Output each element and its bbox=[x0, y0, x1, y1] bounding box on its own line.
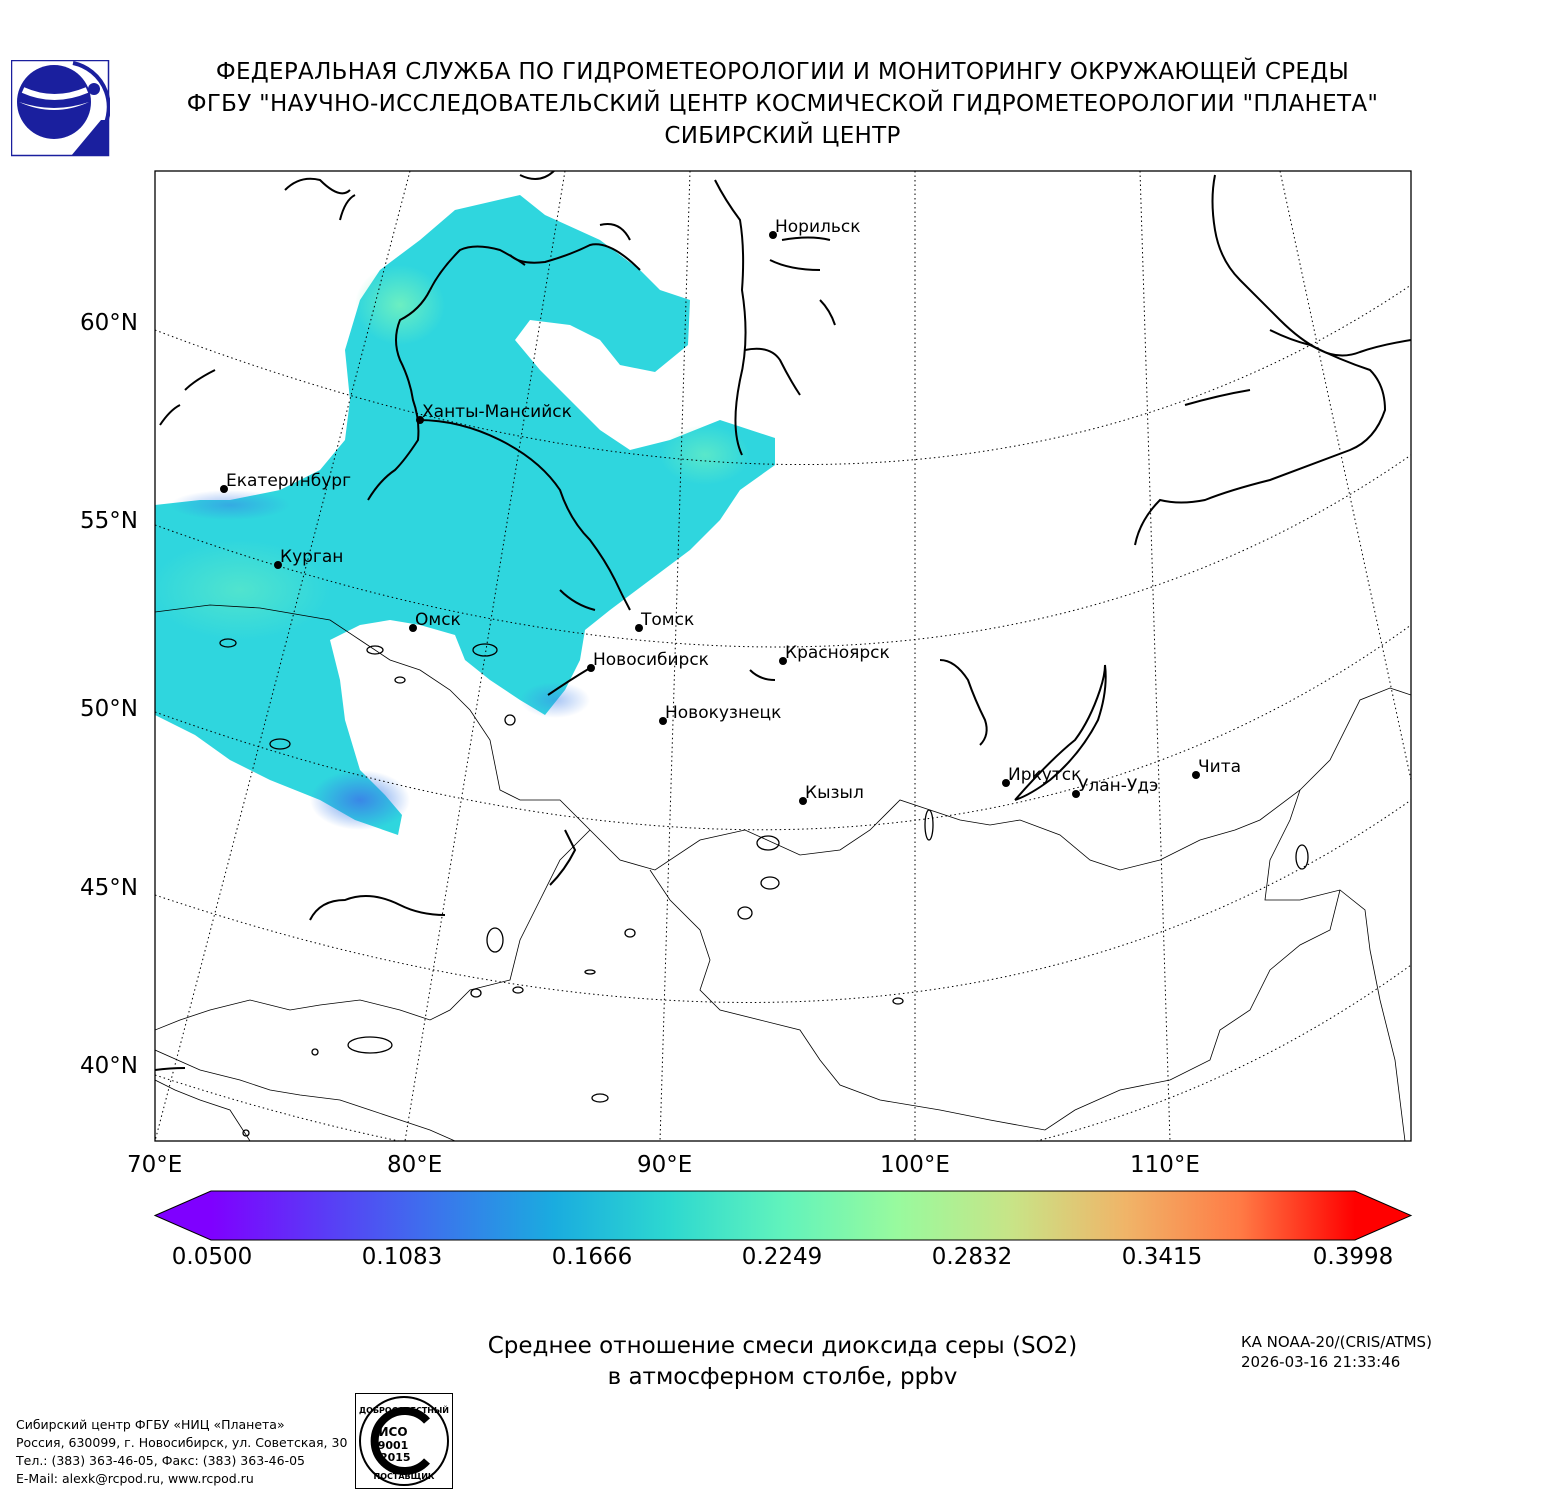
city-dot bbox=[274, 561, 282, 569]
satellite-datetime: 2026-03-16 21:33:46 bbox=[1241, 1353, 1401, 1371]
footer-phone: Тел.: (383) 363-46-05, Факс: (383) 363-4… bbox=[16, 1453, 306, 1468]
title-line-1: Среднее отношение смеси диоксида серы (S… bbox=[487, 1333, 1078, 1359]
city-marker: Новокузнецк bbox=[659, 703, 781, 725]
city-label: Новокузнецк bbox=[665, 703, 781, 723]
iso-l2: 9001 bbox=[378, 1439, 409, 1452]
city-label: Омск bbox=[415, 610, 461, 630]
city-label: Курган bbox=[280, 547, 343, 567]
iso-l1: ИСО bbox=[378, 1425, 407, 1439]
iso-l3: -2015 bbox=[375, 1451, 410, 1464]
colorbar bbox=[153, 1190, 1413, 1241]
so2-plume bbox=[155, 195, 775, 835]
lat-label-45: 45°N bbox=[80, 875, 138, 901]
title-line-2: в атмосферном столбе, ppbv bbox=[607, 1364, 958, 1390]
city-marker: Норильск bbox=[769, 217, 861, 239]
city-marker: Улан-Удэ bbox=[1072, 776, 1158, 798]
city-marker: Омск bbox=[409, 610, 461, 632]
map-frame bbox=[154, 170, 1412, 1142]
city-marker: Екатеринбург bbox=[220, 471, 351, 493]
iso-bottom-text: ПОСТАВЩИК bbox=[374, 1472, 435, 1481]
country-borders bbox=[155, 604, 1411, 1141]
colorbar-tick: 0.2832 bbox=[931, 1244, 1013, 1270]
city-label: Красноярск bbox=[785, 643, 890, 663]
city-label: Иркутск bbox=[1008, 765, 1081, 785]
city-dot bbox=[409, 624, 417, 632]
footer-org: Сибирский центр ФГБУ «НИЦ «Планета» bbox=[16, 1417, 285, 1432]
planeta-logo bbox=[11, 60, 110, 157]
lat-label-40: 40°N bbox=[80, 1053, 138, 1079]
header-line-1: ФЕДЕРАЛЬНАЯ СЛУЖБА ПО ГИДРОМЕТЕОРОЛОГИИ … bbox=[215, 59, 1350, 85]
city-dot bbox=[769, 231, 777, 239]
city-label: Томск bbox=[640, 610, 694, 630]
city-marker: Иркутск bbox=[1002, 765, 1081, 787]
rivers-coastlines bbox=[155, 171, 1411, 1071]
figure-title: Среднее отношение смеси диоксида серы (S… bbox=[380, 1331, 1185, 1393]
colorbar-tick: 0.3415 bbox=[1121, 1244, 1203, 1270]
city-dot bbox=[587, 664, 595, 672]
city-marker: Курган bbox=[274, 547, 343, 569]
lat-label-50: 50°N bbox=[80, 696, 138, 722]
city-dot bbox=[659, 717, 667, 725]
city-dot bbox=[416, 416, 424, 424]
colorbar-tick: 0.2249 bbox=[741, 1244, 823, 1270]
colorbar-tick: 0.3998 bbox=[1312, 1244, 1394, 1270]
satellite-info: КА NOAA-20/(CRIS/ATMS) 2026-03-16 21:33:… bbox=[1241, 1332, 1432, 1372]
city-dot bbox=[635, 624, 643, 632]
city-marker: Новосибирск bbox=[587, 650, 709, 672]
lon-label-110: 110°E bbox=[1130, 1152, 1200, 1178]
lon-label-100: 100°E bbox=[880, 1152, 950, 1178]
satellite-name: КА NOAA-20/(CRIS/ATMS) bbox=[1241, 1333, 1432, 1351]
city-dot bbox=[220, 485, 228, 493]
colorbar-tick: 0.0500 bbox=[171, 1244, 253, 1270]
footer-address: Россия, 630099, г. Новосибирск, ул. Сове… bbox=[16, 1435, 348, 1450]
colorbar-tick: 0.1666 bbox=[551, 1244, 633, 1270]
city-layer: Норильск Ханты-Мансийск Екатеринбург Курган… bbox=[220, 217, 1241, 805]
graticule bbox=[155, 171, 1411, 1141]
footer-contacts: Сибирский центр ФГБУ «НИЦ «Планета» Росс… bbox=[16, 1416, 347, 1488]
header-line-3: СИБИРСКИЙ ЦЕНТР bbox=[664, 123, 901, 149]
lat-label-60: 60°N bbox=[80, 310, 138, 336]
city-dot bbox=[1192, 771, 1200, 779]
city-label: Екатеринбург bbox=[226, 471, 351, 491]
header-line-2: ФГБУ "НАУЧНО-ИССЛЕДОВАТЕЛЬСКИЙ ЦЕНТР КОС… bbox=[186, 91, 1379, 117]
city-marker: Красноярск bbox=[779, 643, 890, 665]
city-dot bbox=[1072, 790, 1080, 798]
lon-label-80: 80°E bbox=[387, 1152, 443, 1178]
city-label: Чита bbox=[1198, 757, 1241, 777]
city-label: Ханты-Мансийск bbox=[422, 402, 572, 422]
city-dot bbox=[779, 657, 787, 665]
iso-badge: ДОБРОСОВЕСТНЫЙ ИСО 9001 -2015 ПОСТАВЩИК bbox=[355, 1393, 453, 1489]
lon-label-70: 70°E bbox=[127, 1152, 183, 1178]
colorbar-tick: 0.1083 bbox=[361, 1244, 443, 1270]
city-dot bbox=[1002, 779, 1010, 787]
city-marker: Чита bbox=[1192, 757, 1241, 779]
city-label: Улан-Удэ bbox=[1078, 776, 1158, 796]
city-label: Кызыл bbox=[805, 783, 864, 803]
city-marker: Кызыл bbox=[799, 783, 864, 805]
city-dot bbox=[799, 797, 807, 805]
lakes bbox=[219, 638, 1309, 1137]
footer-email: E-Mail: alexk@rcpod.ru, www.rcpod.ru bbox=[16, 1471, 254, 1486]
lon-label-90: 90°E bbox=[637, 1152, 693, 1178]
city-marker: Ханты-Мансийск bbox=[416, 402, 572, 424]
city-marker: Томск bbox=[635, 610, 694, 632]
city-label: Новосибирск bbox=[593, 650, 709, 670]
iso-top-text: ДОБРОСОВЕСТНЫЙ bbox=[359, 1404, 449, 1415]
lat-label-55: 55°N bbox=[80, 508, 138, 534]
city-label: Норильск bbox=[775, 217, 861, 237]
